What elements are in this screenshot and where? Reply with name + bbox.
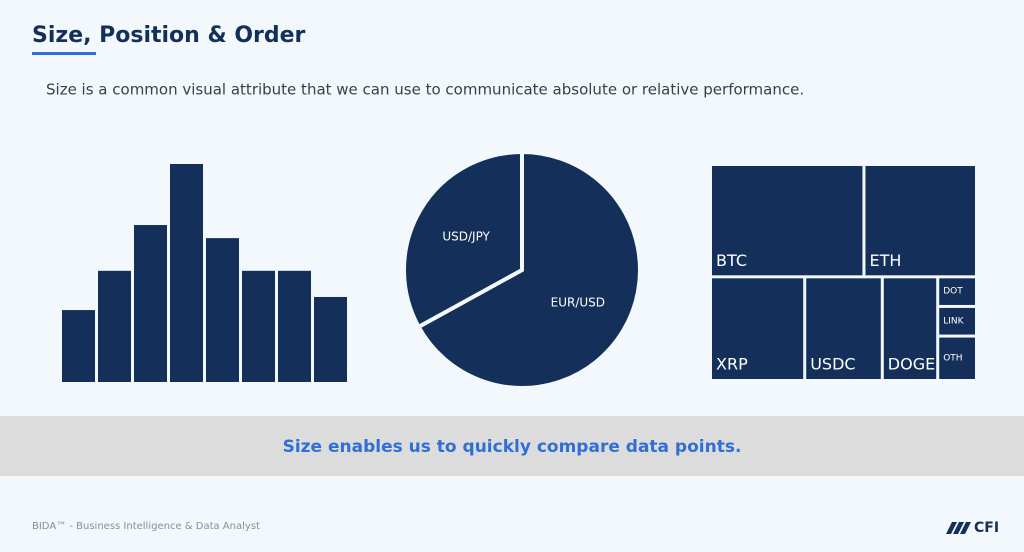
bar	[242, 270, 275, 382]
treemap-cell	[939, 307, 975, 335]
pie-slice	[402, 149, 524, 330]
cell-label: LINK	[943, 316, 964, 326]
cell-label: OTH	[943, 353, 962, 363]
cell-label: DOGE	[888, 355, 935, 374]
treemap-cell	[712, 166, 863, 276]
pie-slice	[415, 149, 642, 390]
treemap-cell	[865, 166, 975, 276]
bar	[206, 238, 239, 382]
logo-icon	[946, 522, 971, 534]
treemap-cell	[806, 278, 881, 379]
title-underline	[32, 52, 96, 55]
treemap-cell	[939, 337, 975, 379]
treemap-cell	[883, 278, 937, 379]
bar	[314, 296, 347, 382]
treemap-cell	[939, 278, 975, 305]
slice-label: EUR/USD	[551, 296, 605, 310]
bar	[134, 225, 167, 382]
cell-label: ETH	[869, 251, 901, 270]
treemap-cell	[712, 278, 804, 379]
footer-text: BIDA™ - Business Intelligence & Data Ana…	[32, 521, 260, 532]
logo-text: CFI	[974, 520, 999, 536]
subtitle: Size is a common visual attribute that w…	[46, 81, 804, 99]
callout: Size enables us to quickly compare data …	[283, 437, 742, 457]
cell-label: USDC	[810, 355, 855, 374]
bar	[98, 270, 131, 382]
bar	[170, 164, 203, 382]
cell-label: DOT	[943, 287, 963, 297]
title: Size, Position & Order	[32, 23, 306, 48]
slice-label: USD/JPY	[442, 229, 490, 243]
callout-band	[0, 416, 1024, 476]
cell-label: XRP	[716, 355, 748, 374]
bar	[62, 310, 95, 382]
bar	[278, 270, 311, 382]
cell-label: BTC	[716, 251, 747, 270]
